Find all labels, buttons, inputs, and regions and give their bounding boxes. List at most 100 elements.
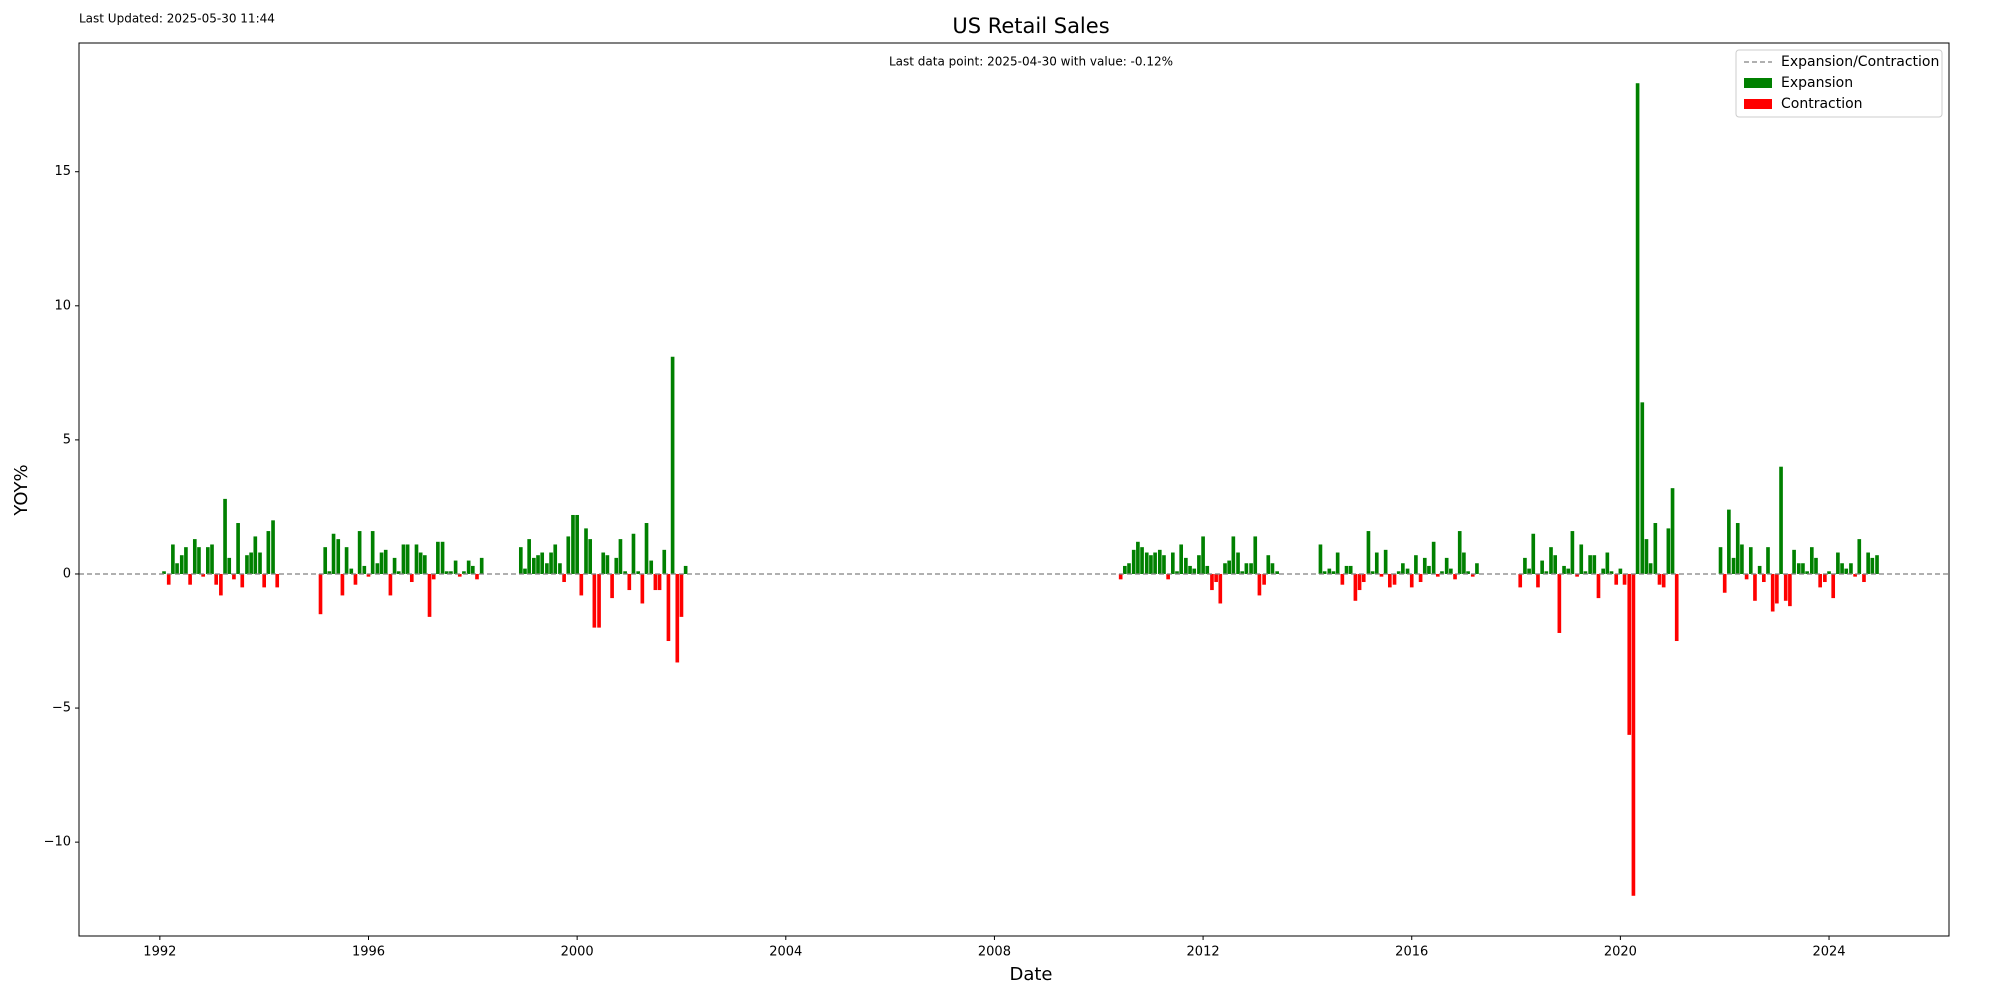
bar [1831, 573, 1836, 599]
bar [392, 557, 397, 574]
bar [383, 549, 388, 574]
bar [1670, 488, 1675, 574]
bar [1640, 402, 1645, 574]
bar [584, 528, 588, 574]
plot-frame [78, 42, 1950, 937]
bar [1144, 552, 1149, 574]
y-axis-label: YOY% [11, 464, 32, 516]
y-tick-label: −5 [52, 701, 71, 716]
bar [1162, 555, 1166, 574]
bar [1431, 541, 1436, 574]
bar [1674, 573, 1679, 642]
x-tick-label: 2016 [1395, 945, 1428, 960]
x-axis-label: Date [1009, 964, 1052, 985]
bar [1614, 573, 1619, 585]
x-tick-label: 2020 [1604, 945, 1637, 960]
legend-label: Expansion [1781, 75, 1853, 91]
bar [1570, 531, 1575, 574]
bar [1257, 573, 1262, 596]
bar [1253, 536, 1258, 574]
bar [1231, 536, 1236, 574]
bar [1818, 573, 1822, 588]
bar [240, 573, 245, 588]
bar [1814, 557, 1818, 574]
bar [627, 573, 632, 591]
bar [1744, 573, 1749, 580]
bar [1583, 571, 1588, 574]
bar [1470, 573, 1475, 577]
bar [601, 552, 606, 574]
bar [1175, 571, 1179, 574]
bar [1422, 557, 1427, 574]
y-tick-label: 10 [54, 298, 71, 313]
bar [1197, 555, 1201, 574]
bar [592, 573, 597, 628]
bar [444, 571, 449, 574]
bar [549, 552, 553, 574]
bar [666, 573, 671, 642]
bar [1418, 573, 1423, 583]
bar [409, 573, 414, 583]
bar [375, 563, 380, 574]
bar [462, 571, 466, 574]
legend-swatch [1744, 78, 1772, 88]
bar [1753, 573, 1757, 601]
bar [253, 536, 258, 574]
bar [1549, 547, 1553, 574]
bar [1849, 563, 1853, 574]
bar [1466, 571, 1470, 574]
bar [1875, 555, 1879, 574]
bar [188, 573, 192, 585]
bar [423, 555, 427, 574]
bar [1444, 557, 1449, 574]
bar [1740, 544, 1744, 574]
bar [1766, 547, 1770, 574]
bar [1440, 571, 1444, 574]
bar [1214, 573, 1218, 583]
bar [262, 573, 266, 588]
bar [1588, 555, 1592, 574]
bar [1531, 533, 1536, 574]
bar [1118, 573, 1123, 580]
bar [1718, 547, 1723, 574]
bar [1335, 552, 1340, 574]
bar [518, 547, 523, 574]
bar [1331, 571, 1336, 574]
bar [1631, 573, 1636, 896]
bar [1322, 571, 1327, 574]
bar [1188, 565, 1192, 574]
bar [1731, 557, 1736, 574]
y-tick-label: 15 [54, 164, 71, 179]
bar [640, 573, 645, 604]
bar [175, 563, 179, 574]
annotation: Last data point: 2025-04-30 with value: … [889, 55, 1173, 69]
bar [527, 539, 531, 574]
bar [1184, 557, 1188, 574]
bar [1266, 555, 1271, 574]
bar [357, 531, 362, 574]
bar [679, 573, 684, 617]
bar [179, 555, 184, 574]
bar [579, 573, 584, 596]
bar [536, 555, 540, 574]
bar [453, 560, 458, 574]
bar [1783, 573, 1788, 601]
bar [405, 544, 410, 574]
bar [197, 547, 201, 574]
bar [558, 563, 562, 574]
bar [1396, 571, 1401, 574]
bar [1661, 573, 1666, 588]
bar [605, 555, 610, 574]
bar [166, 573, 171, 585]
bar [210, 544, 214, 574]
bar [1179, 544, 1184, 574]
bar [1353, 573, 1358, 601]
bar [631, 533, 636, 574]
bar [232, 573, 236, 580]
bar [1857, 539, 1862, 574]
x-tick-label: 2000 [561, 945, 594, 960]
bar [1844, 568, 1849, 574]
bar [1627, 573, 1632, 735]
bar [1223, 563, 1227, 574]
bar [1762, 573, 1766, 583]
